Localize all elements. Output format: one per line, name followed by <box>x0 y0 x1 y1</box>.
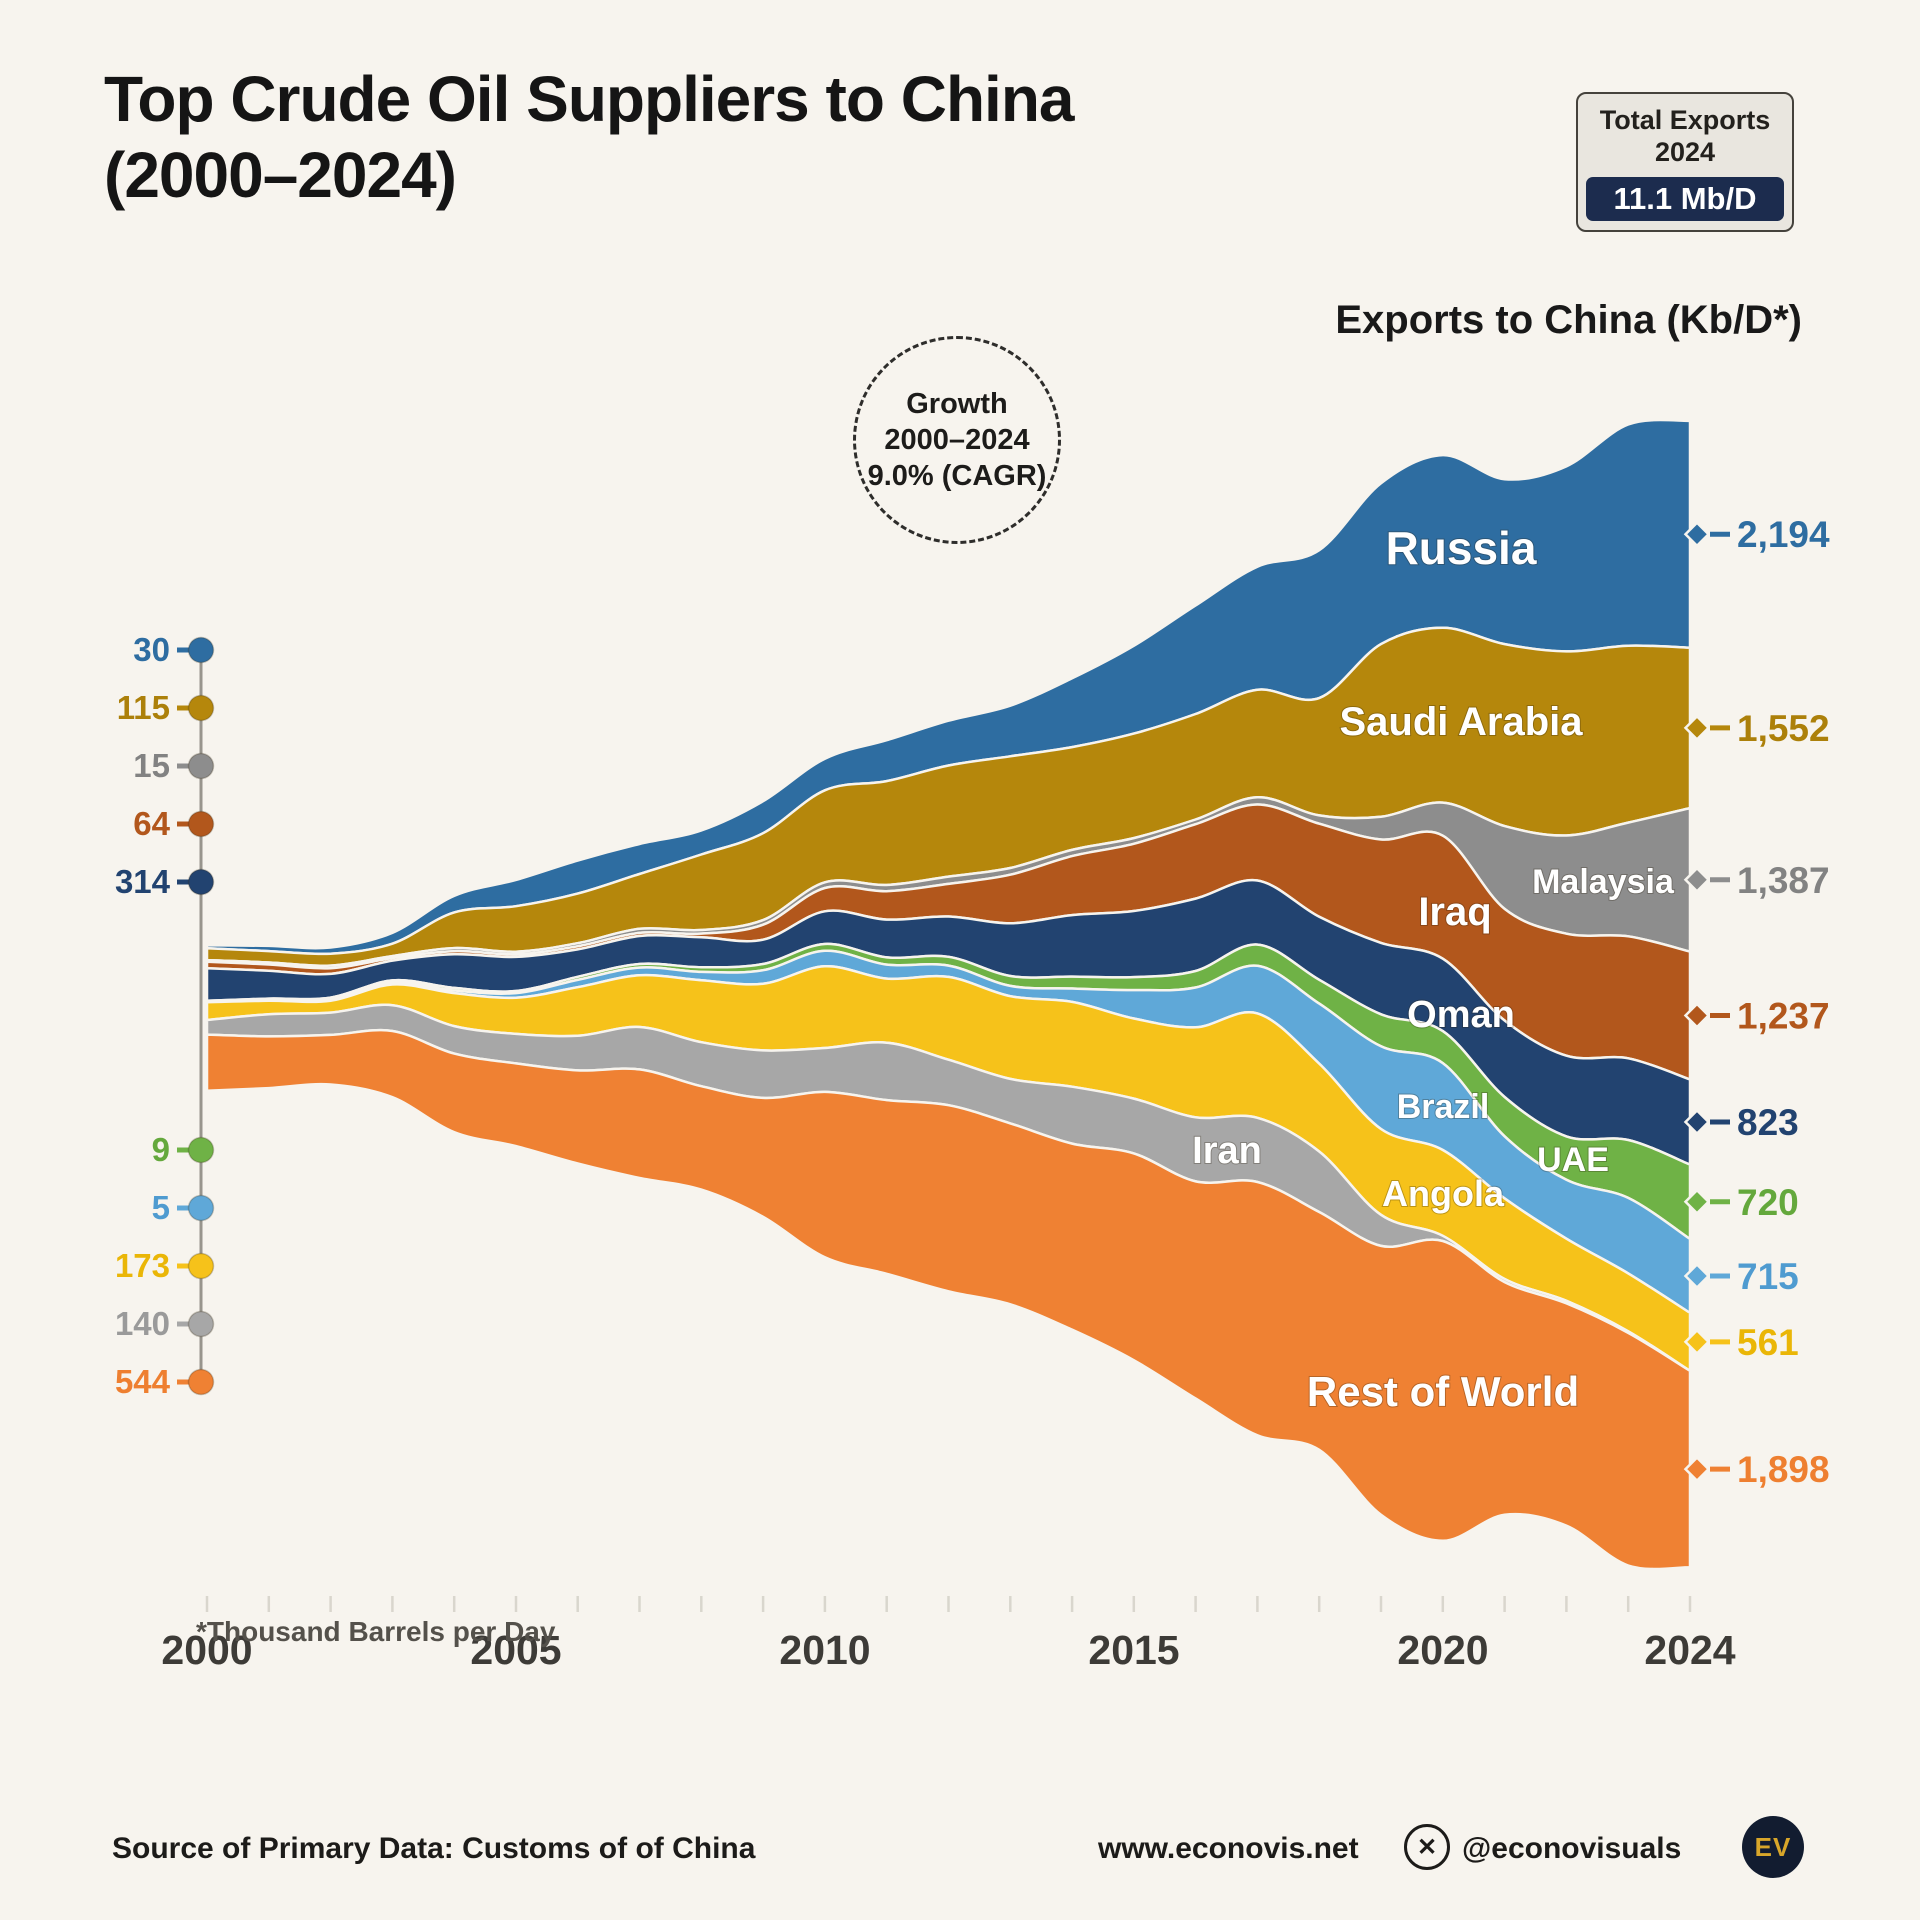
growth-line3: 9.0% (CAGR) <box>867 460 1047 493</box>
x-tick-label-2005: 2005 <box>470 1627 561 1673</box>
left-legend-2000: 30 115 15 64 314 9 5 173 140 544 <box>115 631 215 1400</box>
x-glyph: ✕ <box>1416 1833 1438 1861</box>
right-values-2024: 2,194 1,552 1,387 1,237 823 720 715 561 1,898 <box>1683 514 1830 1490</box>
value-2000-angola: 173 <box>115 1247 170 1284</box>
value-2024-angola: 561 <box>1737 1322 1799 1363</box>
value-2024-brazil: 715 <box>1737 1256 1799 1297</box>
x-twitter-icon: ✕ <box>1404 1824 1450 1870</box>
source-text: Source of Primary Data: Customs of of Ch… <box>112 1832 756 1865</box>
band-label-russia: Russia <box>1386 522 1537 574</box>
right-marker-saudi-arabia <box>1683 714 1711 742</box>
website-link: www.econovis.net <box>1098 1832 1359 1865</box>
value-2000-iraq: 64 <box>133 805 170 842</box>
value-2024-saudi-arabia: 1,552 <box>1737 708 1830 749</box>
title-line-2: (2000–2024) <box>104 138 457 211</box>
axis-title: Exports to China (Kb/D*) <box>1335 298 1802 342</box>
band-label-oman: Oman <box>1407 994 1515 1036</box>
value-2000-russia: 30 <box>133 631 170 668</box>
right-marker-malaysia <box>1683 866 1711 894</box>
badge-label-line1: Total Exports <box>1599 105 1771 135</box>
right-marker-rest-of-world <box>1683 1455 1711 1483</box>
growth-line1: Growth <box>906 387 1008 420</box>
value-2024-russia: 2,194 <box>1737 514 1830 555</box>
badge-label-line2: 2024 <box>1654 137 1716 168</box>
value-2024-iraq: 1,237 <box>1737 996 1830 1037</box>
value-2000-malaysia: 15 <box>133 747 170 784</box>
left-dot-iran <box>187 1310 215 1338</box>
band-label-uae: UAE <box>1537 1141 1609 1179</box>
econovis-logo: EV <box>1742 1816 1804 1878</box>
growth-line2: 2000–2024 <box>884 423 1030 456</box>
band-label-malaysia: Malaysia <box>1532 863 1675 901</box>
band-label-brazil: Brazil <box>1397 1088 1490 1126</box>
stream-bands <box>205 418 1692 1571</box>
unit-footnote: *Thousand Barrels per Day <box>196 1616 556 1647</box>
value-2000-saudi-arabia: 115 <box>117 689 170 726</box>
left-dot-brazil <box>187 1194 215 1222</box>
left-dot-malaysia <box>187 752 215 780</box>
band-label-iran: Iran <box>1192 1130 1262 1172</box>
value-2024-oman: 823 <box>1737 1102 1799 1143</box>
title-line-1: Top Crude Oil Suppliers to China <box>104 63 1074 135</box>
growth-annotation: Growth 2000–2024 9.0% (CAGR) <box>853 336 1061 544</box>
value-2000-uae: 9 <box>152 1131 170 1168</box>
value-2000-brazil: 5 <box>152 1189 170 1226</box>
band-rest-of-world <box>205 1028 1692 1571</box>
band-labels: Russia Saudi Arabia Malaysia Iraq Oman UAE Bra… <box>1191 521 1676 1416</box>
right-marker-russia <box>1683 520 1711 548</box>
x-axis: 2000 2005 2010 2015 2020 2024 <box>161 1596 1736 1673</box>
right-marker-iraq <box>1683 1002 1711 1029</box>
x-handle: @econovisuals <box>1462 1832 1682 1865</box>
left-dot-uae <box>187 1136 215 1164</box>
x-tick-label-2015: 2015 <box>1088 1627 1179 1673</box>
left-dot-oman <box>187 868 215 896</box>
x-tick-label-2000: 2000 <box>161 1627 252 1673</box>
right-marker-oman <box>1683 1108 1711 1136</box>
x-tick-label-2010: 2010 <box>779 1627 870 1673</box>
band-label-iraq: Iraq <box>1418 890 1491 934</box>
page-title: Top Crude Oil Suppliers to China (2000–2… <box>104 62 1074 213</box>
value-2024-malaysia: 1,387 <box>1737 860 1830 901</box>
band-label-saudi-arabia: Saudi Arabia <box>1339 700 1583 744</box>
value-2024-uae: 720 <box>1737 1182 1799 1223</box>
right-marker-uae <box>1683 1188 1711 1216</box>
value-2000-rest-of-world: 544 <box>115 1363 171 1400</box>
right-marker-brazil <box>1683 1262 1711 1290</box>
left-dot-iraq <box>187 810 215 838</box>
badge-value: 11.1 Mb/D <box>1586 176 1784 221</box>
right-marker-angola <box>1683 1328 1711 1356</box>
left-dot-russia <box>187 636 215 664</box>
band-label-rest-of-world: Rest of World <box>1307 1368 1579 1415</box>
value-2024-rest-of-world: 1,898 <box>1737 1449 1830 1490</box>
band-label-angola: Angola <box>1382 1173 1505 1214</box>
total-exports-badge: Total Exports 2024 11.1 Mb/D <box>1576 92 1794 232</box>
value-2000-oman: 314 <box>115 863 171 900</box>
x-tick-label-2024: 2024 <box>1644 1627 1735 1673</box>
value-2000-iran: 140 <box>115 1305 170 1342</box>
left-dot-saudi-arabia <box>187 694 215 722</box>
left-dot-rest-of-world <box>187 1368 215 1396</box>
x-tick-label-2020: 2020 <box>1397 1627 1488 1673</box>
left-dot-angola <box>187 1252 215 1280</box>
